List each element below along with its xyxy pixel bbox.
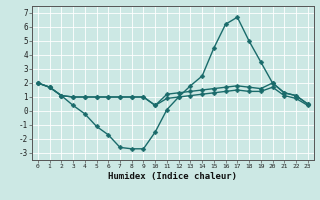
X-axis label: Humidex (Indice chaleur): Humidex (Indice chaleur): [108, 172, 237, 181]
